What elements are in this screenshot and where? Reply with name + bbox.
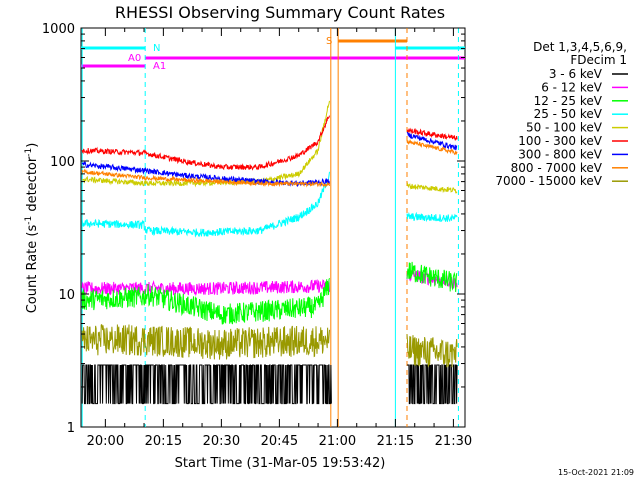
y-axis-label: Count Rate (s-1 detector-1) bbox=[24, 143, 40, 314]
series-line-300-800 bbox=[81, 160, 330, 188]
x-tick-label: 20:45 bbox=[261, 434, 298, 449]
series-line-25-50 bbox=[81, 171, 330, 238]
legend-label: 12 - 25 keV bbox=[534, 94, 603, 108]
legend-header-line1: Det 1,3,4,5,6,9, bbox=[533, 40, 627, 54]
series-line-6-12 bbox=[81, 279, 330, 297]
x-tick-label: 21:00 bbox=[319, 434, 356, 449]
x-tick-label: 21:15 bbox=[377, 434, 414, 449]
legend-label: 50 - 100 keV bbox=[526, 121, 603, 135]
series-line-3-6 bbox=[81, 364, 332, 405]
series-line-12-25 bbox=[81, 278, 330, 325]
legend-label: 7000 - 15000 keV bbox=[495, 174, 602, 188]
legend-label: 25 - 50 keV bbox=[534, 107, 603, 121]
y-tick-label: 1 bbox=[67, 421, 75, 436]
legend-label: 6 - 12 keV bbox=[541, 80, 603, 94]
series-line-7000-15000-late bbox=[406, 334, 458, 368]
plot-frame bbox=[80, 27, 466, 428]
series-line-50-100 bbox=[81, 100, 330, 188]
y-tick-label: 1000 bbox=[42, 22, 75, 37]
data-series-group bbox=[81, 100, 458, 405]
series-line-300-800-late bbox=[406, 131, 458, 151]
series-line-800-7000-late bbox=[406, 138, 458, 156]
series-line-7000-15000 bbox=[81, 323, 330, 360]
series-line-800-7000 bbox=[81, 168, 330, 189]
legend-label: 100 - 300 keV bbox=[518, 134, 602, 148]
annotation-s: S bbox=[326, 36, 332, 47]
y-tick-label: 10 bbox=[58, 288, 75, 303]
legend-label: 300 - 800 keV bbox=[518, 147, 602, 161]
x-tick-label: 21:30 bbox=[435, 434, 472, 449]
series-line-25-50-late bbox=[406, 211, 458, 223]
instrument-state-markers bbox=[81, 28, 465, 427]
legend-header-line2: FDecim 1 bbox=[570, 53, 627, 67]
legend-label: 3 - 6 keV bbox=[549, 67, 603, 81]
axis-ticks: 20:00 20:15 20:30 20:45 21:00 21:15 21:30 1 10 10… bbox=[42, 22, 472, 449]
chart-title: RHESSI Observing Summary Count Rates bbox=[115, 3, 445, 22]
annotation-n: N bbox=[153, 43, 160, 54]
x-axis-label: Start Time (31-Mar-05 19:53:42) bbox=[175, 456, 386, 471]
x-tick-label: 20:30 bbox=[203, 434, 240, 449]
series-line-12-25-late bbox=[406, 261, 458, 293]
annotation-a0: A0 bbox=[128, 53, 141, 64]
legend-label: 800 - 7000 keV bbox=[511, 161, 603, 175]
x-tick-label: 20:00 bbox=[87, 434, 124, 449]
series-line-50-100-late bbox=[406, 181, 458, 194]
series-line-100-300 bbox=[81, 115, 330, 171]
annotation-a1: A1 bbox=[153, 61, 166, 72]
y-tick-label: 100 bbox=[50, 155, 75, 170]
timestamp: 15-Oct-2021 21:09 bbox=[558, 468, 634, 477]
x-tick-label: 20:15 bbox=[145, 434, 182, 449]
series-line-100-300-late bbox=[406, 127, 458, 141]
